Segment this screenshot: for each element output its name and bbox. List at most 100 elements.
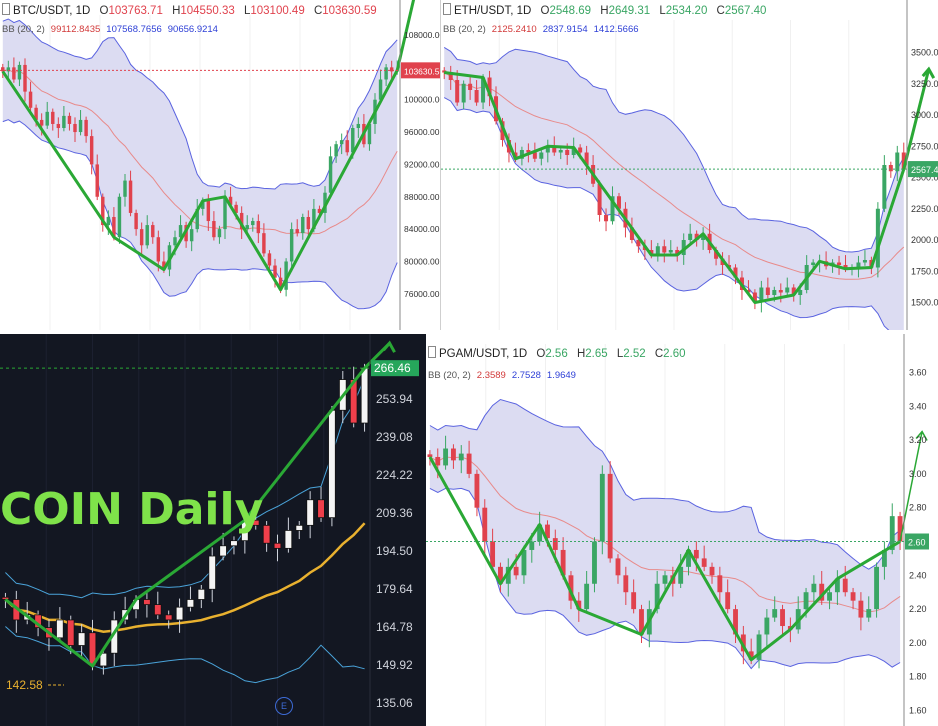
candle-body [599, 473, 605, 542]
last-price-tag [371, 360, 419, 377]
candle-body [837, 262, 842, 265]
candle-body [668, 250, 673, 253]
candle-body [351, 128, 355, 153]
candle-body [791, 287, 796, 295]
candle-body [212, 221, 216, 238]
candle-body [662, 246, 667, 253]
projection-arrow-head [915, 430, 928, 441]
price-axis-tick: 2000.00 [911, 235, 938, 245]
candle-body [568, 575, 574, 601]
bollinger-upper-line [443, 46, 905, 253]
candle-body [217, 229, 222, 238]
candle-body [474, 90, 479, 103]
candle-body [301, 216, 305, 234]
price-axis-tick: 3000.00 [911, 110, 938, 120]
price-axis-tick: 108000.00 [404, 30, 440, 40]
candle-body [151, 225, 155, 238]
candle-body [592, 541, 597, 584]
candle-body [764, 617, 770, 635]
candle-body [487, 77, 492, 97]
candle-body [339, 140, 344, 145]
candle-body [798, 290, 803, 295]
candle-body [349, 379, 358, 424]
candle-body [206, 200, 211, 222]
symbol-icon [2, 3, 10, 15]
candle-body [571, 147, 576, 155]
pgam-low-label: L [616, 348, 624, 360]
coin-daily-watermark: COIN Daily [0, 484, 264, 535]
candle-body [725, 592, 731, 610]
candle-body [123, 180, 127, 197]
bollinger-lower-line [5, 626, 365, 684]
pgam-open: 2.56 [545, 348, 568, 360]
candle-body [442, 70, 447, 73]
candle-body [895, 152, 900, 172]
btc-bb-upper: 107568.7656 [106, 24, 162, 35]
candle-body [834, 578, 840, 593]
btc-bb-legend: BB (20, 2) 99112.8435 107568.7656 90656.921… [2, 24, 218, 35]
price-axis-tick: 1.80 [909, 672, 927, 682]
candle-body [866, 609, 872, 618]
pgam-high-label: H [576, 348, 586, 360]
price-axis-tick: 253.94 [376, 392, 413, 406]
candle-body [560, 549, 566, 576]
candle-body [584, 152, 589, 165]
candle-body [251, 519, 260, 526]
earnings-event-badge[interactable]: E [275, 697, 293, 715]
candle-body [862, 260, 867, 263]
candle-body [803, 592, 809, 610]
candle-body [521, 549, 527, 576]
candle-body [675, 250, 680, 255]
candle-body [490, 541, 496, 567]
candle-body [455, 80, 460, 103]
candle-body [537, 524, 543, 542]
candle-body [284, 530, 293, 549]
candle-body [482, 507, 488, 542]
coin-chart-panel: 266.46 253.94 239.08 224.22 209.36 194.50 179.… [0, 334, 426, 726]
candle-body [631, 592, 637, 610]
btc-bb-label: BB (20, 2) [2, 24, 45, 35]
candle-body [748, 651, 754, 660]
candle-body [262, 233, 266, 254]
price-axis-tick: 76000.00 [404, 289, 440, 299]
btc-chart-panel: 108000.00104000.00100000.0096000.0092000… [0, 0, 440, 330]
candle-body [328, 409, 336, 519]
candle-body [239, 212, 244, 230]
candle-body [578, 147, 583, 153]
candle-body [345, 140, 349, 153]
candle-body [201, 200, 205, 209]
symbol-icon [428, 346, 436, 358]
candle-body [51, 111, 55, 124]
candle-body [67, 115, 72, 124]
candle-body [289, 229, 294, 262]
btc-symbol: BTC/USDT, 1D [13, 5, 91, 17]
candle-body [811, 262, 816, 265]
candle-body [1, 596, 10, 600]
eth-low-label: L [659, 5, 666, 17]
btc-high-label: H [172, 5, 181, 17]
candle-body [295, 229, 299, 234]
candle-body [56, 619, 64, 639]
candle-body [513, 566, 519, 576]
bollinger-basis-line [443, 72, 905, 280]
pgam-chart-svg: 3.60 3.40 3.20 3.00 2.80 2.60 2.40 2.20 2.00 1.80… [426, 334, 929, 726]
swing-trend-line [1, 69, 399, 292]
candle-body [256, 221, 261, 234]
btc-open-label: O [99, 5, 109, 17]
eth-close: 2567.40 [724, 5, 767, 17]
projection-arrow-head [382, 340, 396, 353]
candle-body [112, 216, 116, 238]
candle-body [505, 566, 511, 584]
candle-body [882, 165, 887, 209]
candle-body [458, 453, 464, 461]
candle-body [858, 600, 864, 618]
candle-body [740, 634, 746, 652]
candle-body [84, 119, 88, 137]
candle-body [597, 183, 602, 215]
candle-body [584, 583, 590, 610]
candle-body [701, 233, 706, 240]
bollinger-upper-line [429, 398, 901, 570]
candle-body [78, 119, 83, 133]
candle-body [101, 196, 105, 226]
candle-body [66, 619, 75, 646]
